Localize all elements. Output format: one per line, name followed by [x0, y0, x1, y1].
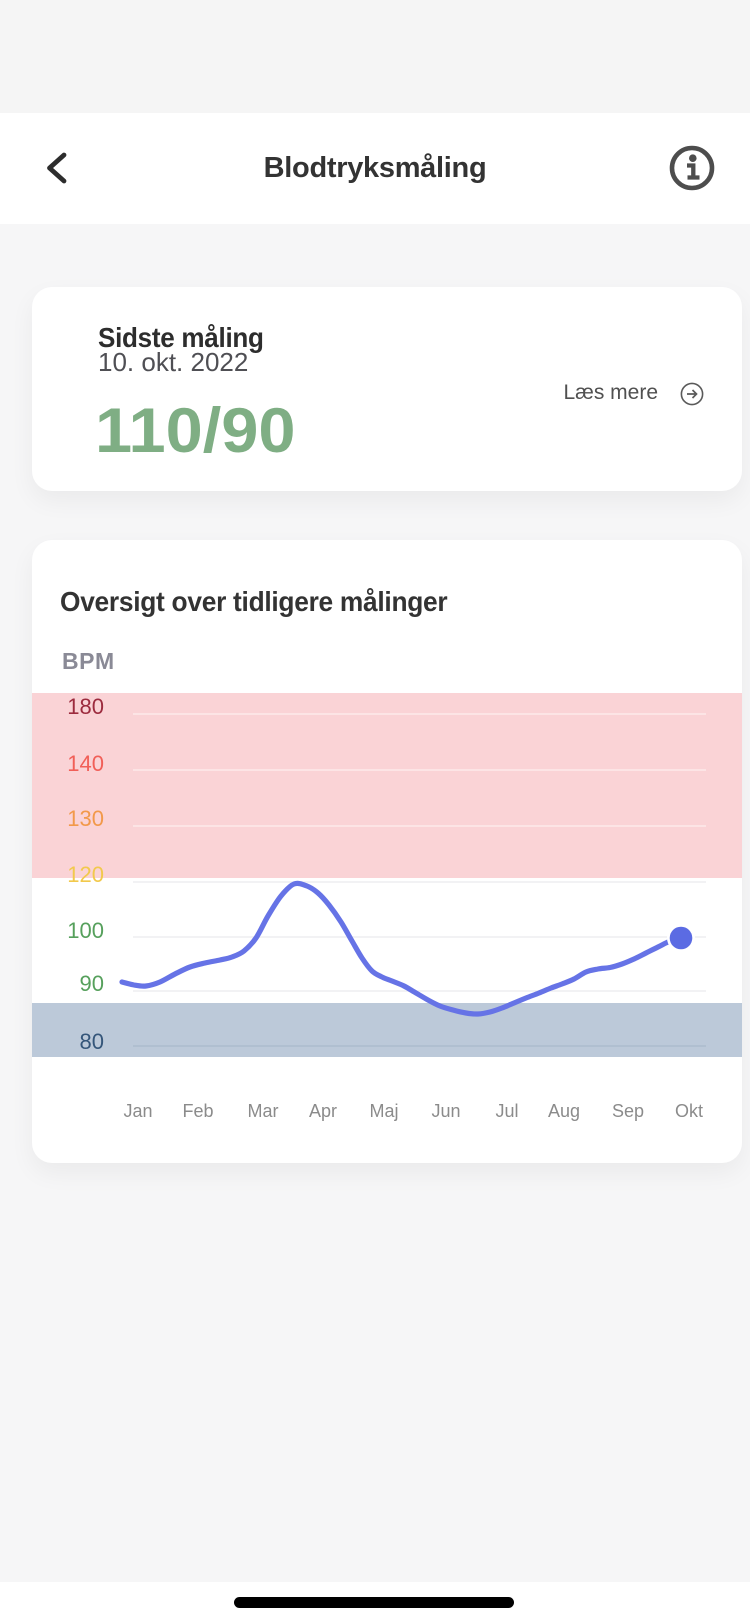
- svg-text:Aug: Aug: [548, 1101, 580, 1121]
- svg-text:Feb: Feb: [182, 1101, 213, 1121]
- svg-text:Apr: Apr: [309, 1101, 337, 1121]
- svg-text:90: 90: [80, 971, 104, 996]
- svg-text:Jun: Jun: [431, 1101, 460, 1121]
- svg-text:140: 140: [67, 751, 104, 776]
- svg-text:Jan: Jan: [123, 1101, 152, 1121]
- svg-text:Mar: Mar: [248, 1101, 279, 1121]
- svg-text:Maj: Maj: [369, 1101, 398, 1121]
- svg-text:Sep: Sep: [612, 1101, 644, 1121]
- svg-text:80: 80: [80, 1029, 104, 1054]
- svg-text:Jul: Jul: [495, 1101, 518, 1121]
- svg-text:180: 180: [67, 694, 104, 719]
- svg-text:100: 100: [67, 918, 104, 943]
- svg-text:130: 130: [67, 806, 104, 831]
- svg-text:Okt: Okt: [675, 1101, 703, 1121]
- svg-text:120: 120: [67, 862, 104, 887]
